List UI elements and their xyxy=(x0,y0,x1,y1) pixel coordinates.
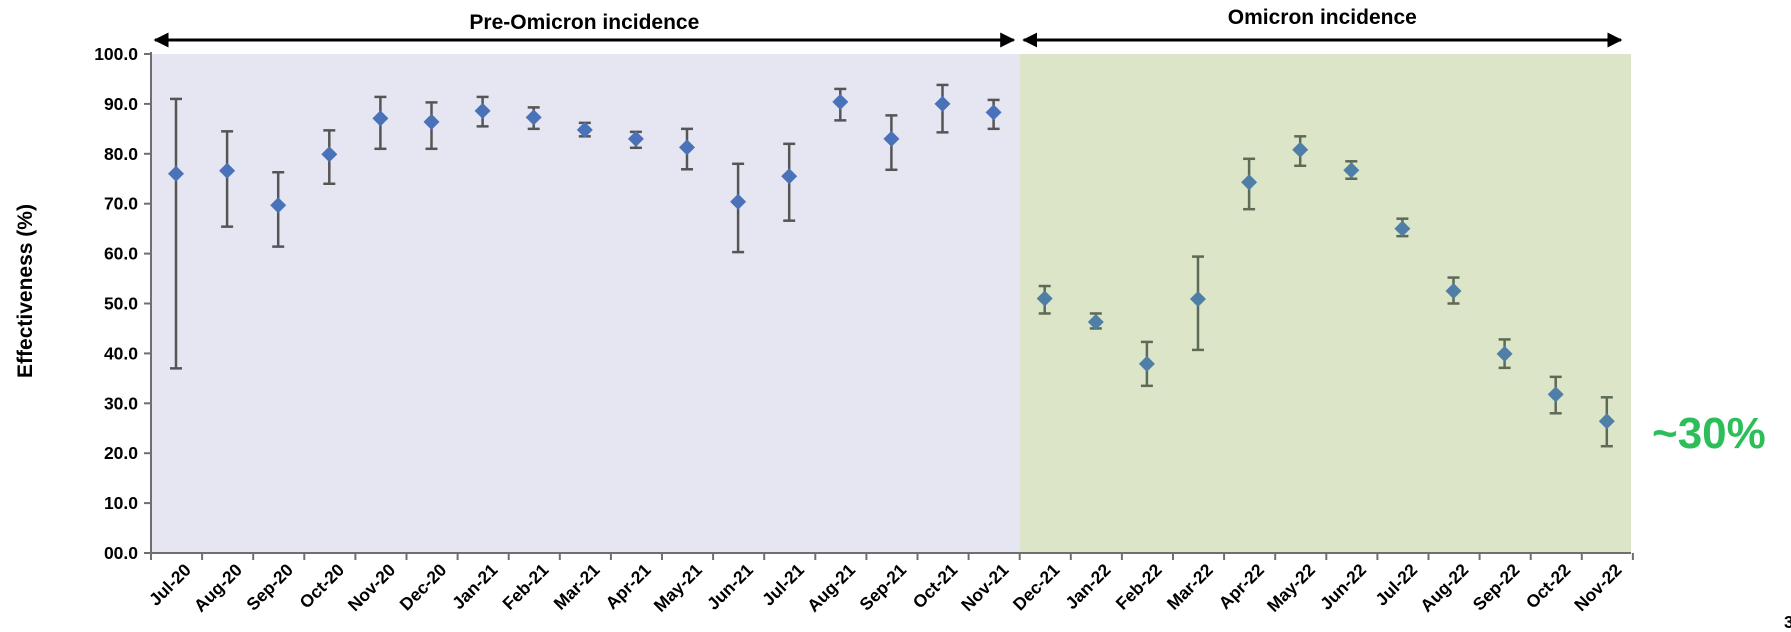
y-tick-label: 100.0 xyxy=(94,44,138,64)
x-tick-label: Apr-21 xyxy=(601,560,655,614)
x-tick-label: Jul-20 xyxy=(145,559,195,609)
data-point xyxy=(730,193,747,210)
x-tick-label: May-22 xyxy=(1263,560,1319,616)
data-point xyxy=(1036,290,1053,307)
y-tick-label: 70.0 xyxy=(104,194,138,214)
period-label-pre-omicron: Pre-Omicron incidence xyxy=(469,11,699,34)
x-tick-label: Jan-22 xyxy=(1061,560,1115,614)
data-point xyxy=(576,121,593,138)
y-tick-label: 50.0 xyxy=(104,294,138,314)
y-tick-label: 20.0 xyxy=(104,443,138,463)
data-point xyxy=(474,102,491,119)
x-tick-label: Dec-21 xyxy=(1009,560,1064,615)
data-point xyxy=(219,162,236,179)
x-tick-label: Jul-22 xyxy=(1371,559,1421,609)
x-tick-label: Jan-21 xyxy=(448,560,502,614)
corner-text: 3 xyxy=(1784,612,1791,632)
data-point xyxy=(372,110,389,127)
y-tick-label: 30.0 xyxy=(104,393,138,413)
y-tick-label: 80.0 xyxy=(104,144,138,164)
data-point xyxy=(1496,345,1513,362)
period-arrows: Pre-Omicron incidence Omicron incidence xyxy=(153,6,1623,48)
x-tick-label: Jul-21 xyxy=(758,559,808,609)
data-point xyxy=(1343,162,1360,179)
x-tick-label: Aug-20 xyxy=(190,559,246,615)
y-tick-label: 90.0 xyxy=(104,94,138,114)
data-point xyxy=(985,104,1002,121)
data-point xyxy=(168,165,184,182)
data-point xyxy=(934,95,951,112)
data-layer xyxy=(168,83,1615,448)
x-tick-label: Feb-22 xyxy=(1112,559,1166,613)
data-point xyxy=(1445,283,1462,300)
x-tick-label: Sep-20 xyxy=(242,559,297,614)
data-point xyxy=(1394,220,1411,237)
x-tick-label: Aug-22 xyxy=(1416,559,1472,615)
data-point xyxy=(1292,141,1309,158)
x-tick-label: Nov-22 xyxy=(1570,560,1626,616)
y-axis-label: Effectiveness (%) xyxy=(14,204,37,378)
x-tick-label: Jun-22 xyxy=(1316,559,1370,613)
x-tick-label: Aug-21 xyxy=(803,559,859,615)
data-point xyxy=(423,113,440,130)
period-region-omicron xyxy=(1019,54,1631,553)
data-point xyxy=(1190,291,1206,308)
x-tick-label: Apr-22 xyxy=(1215,560,1269,614)
y-tick-label: 40.0 xyxy=(104,343,138,363)
data-point xyxy=(832,93,849,110)
annotation-label: ~30% xyxy=(1652,409,1766,458)
data-point xyxy=(270,197,287,214)
x-tick-label: Oct-20 xyxy=(295,559,348,612)
x-tick-label: Oct-21 xyxy=(909,559,962,612)
x-tick-label: Nov-21 xyxy=(957,560,1013,616)
x-tick-label: Dec-20 xyxy=(396,560,451,615)
x-tick-label: Oct-22 xyxy=(1522,559,1575,612)
y-tick-label: 10.0 xyxy=(104,493,138,513)
data-point xyxy=(1547,386,1564,403)
x-tick-label: Mar-22 xyxy=(1163,560,1217,614)
x-tick-label: Jun-21 xyxy=(703,559,757,613)
x-tick-label: Mar-21 xyxy=(550,560,604,614)
data-point xyxy=(1241,174,1258,191)
x-tick-label: Feb-21 xyxy=(499,559,553,613)
y-tick-label: 60.0 xyxy=(104,244,138,264)
x-tick-label: May-21 xyxy=(650,560,706,616)
data-point xyxy=(627,130,644,147)
period-label-omicron: Omicron incidence xyxy=(1228,6,1417,29)
data-point xyxy=(883,130,900,147)
data-point xyxy=(679,139,695,156)
x-tick-label: Nov-20 xyxy=(344,560,400,616)
data-point xyxy=(1138,355,1155,372)
data-point xyxy=(321,146,338,163)
x-tick-label: Sep-22 xyxy=(1469,559,1524,614)
x-tick-label: Sep-21 xyxy=(856,559,911,614)
data-point xyxy=(1598,413,1615,430)
y-tick-label: 00.0 xyxy=(104,543,138,563)
data-point xyxy=(781,168,798,185)
data-point xyxy=(1087,313,1104,330)
data-point xyxy=(525,109,542,126)
